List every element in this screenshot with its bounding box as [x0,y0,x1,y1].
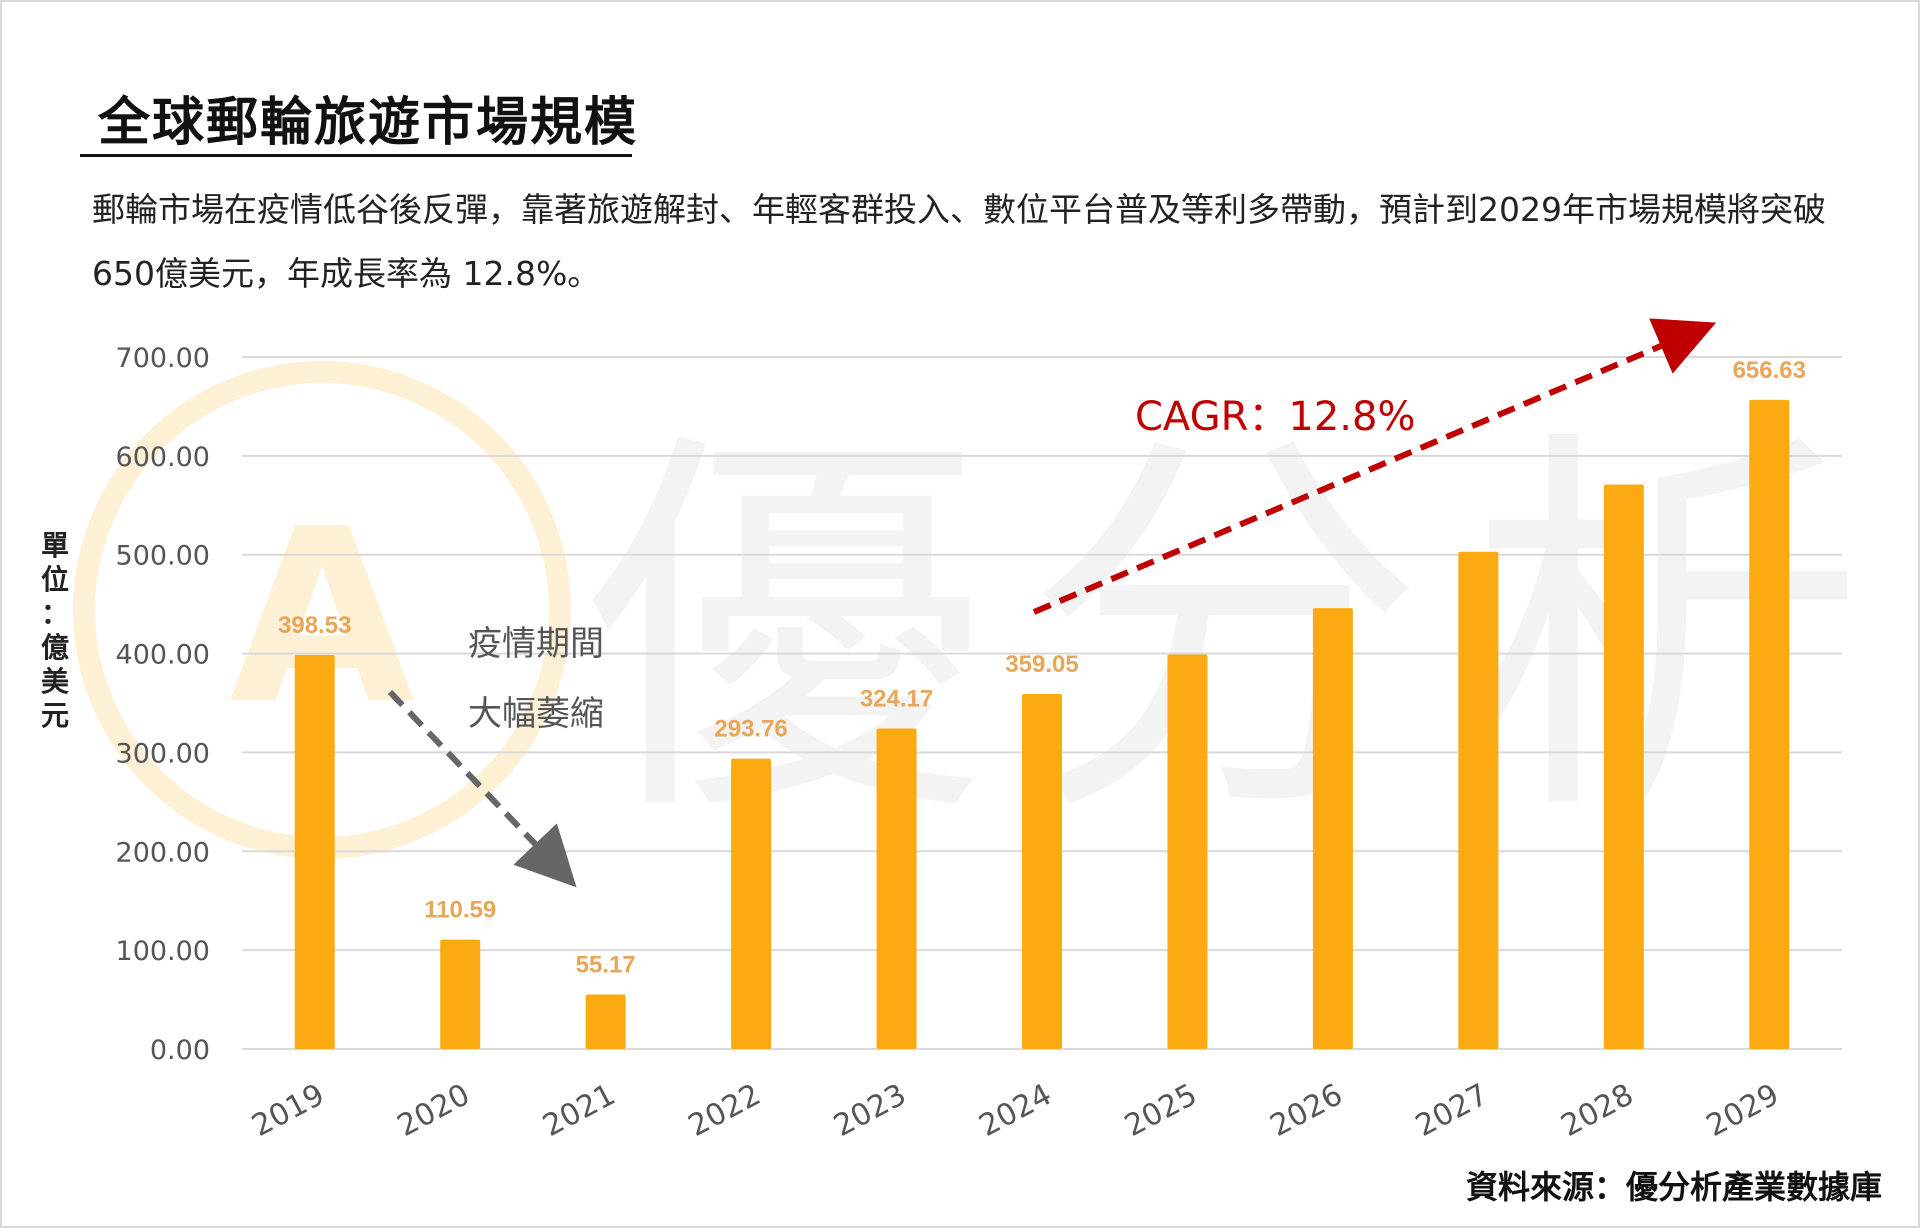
y-axis-label-char: 元 [41,699,69,732]
y-axis-label-char: 位 [41,563,69,596]
x-tick-label: 2028 [1555,1077,1639,1144]
data-label: 293.76 [714,716,787,743]
bar-2022 [731,758,772,1049]
data-label: 656.63 [1733,357,1806,384]
x-tick-label: 2022 [683,1077,767,1144]
bar-2023 [876,728,917,1049]
bar-2029 [1749,399,1790,1049]
data-label: 359.05 [1005,651,1078,678]
y-axis-label-char: 億 [41,631,69,664]
pandemic-annotation-line1: 疫情期間 [468,624,604,664]
y-axis-label-char: 美 [41,665,69,698]
bar-2025 [1167,654,1208,1049]
y-tick-label: 0.00 [150,1035,210,1066]
pandemic-annotation-line2: 大幅萎縮 [468,694,604,734]
bar-2020 [440,939,481,1049]
bars [294,399,1790,1049]
bar-2024 [1022,694,1062,1049]
cagr-annotation: CAGR：12.8% [1135,394,1415,440]
y-tick-labels: 0.00 100.00 200.00 300.00 400.00 500.00 600.00… [41,343,210,1066]
bar-2021 [585,994,626,1049]
data-label: 398.53 [278,612,351,639]
x-tick-label: 2026 [1265,1077,1349,1144]
y-tick-label: 500.00 [116,541,210,572]
y-tick-label: 200.00 [116,837,210,868]
y-tick-label: 300.00 [116,738,210,769]
bar-2019 [294,655,335,1049]
x-tick-label: 2024 [974,1077,1058,1144]
x-tick-label: 2023 [828,1077,912,1144]
y-tick-label: 400.00 [116,640,210,671]
data-label: 324.17 [860,686,933,713]
data-label: 110.59 [424,897,496,924]
data-source: 資料來源：優分析產業數據庫 [1465,1168,1882,1206]
x-tick-label: 2019 [246,1077,330,1144]
pandemic-arrow [387,689,577,888]
bar-2028 [1603,484,1644,1049]
x-tick-label: 2021 [537,1077,621,1144]
x-tick-label: 2029 [1701,1077,1785,1144]
y-axis-label: 單位：億美元 [41,529,69,732]
chart-description: 郵輪市場在疫情低谷後反彈，靠著旅遊解封、年輕客群投入、數位平台普及等利多帶動，預… [92,190,1826,293]
cagr-arrow [1032,318,1717,615]
bar-2026 [1312,608,1353,1049]
x-tick-labels: 2019 2020 2021 2022 2023 2024 2025 2026 2027 2028… [246,1077,1784,1144]
y-axis-label-char: ： [41,597,69,630]
x-tick-label: 2020 [392,1077,476,1144]
data-labels: 398.53 110.59 55.17 293.76 324.17 359.05 656.6… [278,357,1806,979]
chart-title: 全球郵輪旅遊市場規模 [98,93,639,153]
x-tick-label: 2027 [1410,1077,1494,1144]
watermark-text: 優分析 [585,400,1905,865]
bar-2027 [1458,551,1499,1049]
data-label: 55.17 [576,951,636,978]
watermark: A 優分析 [73,361,1905,865]
y-tick-label: 100.00 [116,936,210,967]
x-tick-label: 2025 [1119,1077,1203,1144]
y-tick-label: 700.00 [116,343,210,374]
y-axis-label-char: 單 [41,529,69,562]
y-tick-label: 600.00 [116,442,210,473]
title-underline [80,154,632,157]
